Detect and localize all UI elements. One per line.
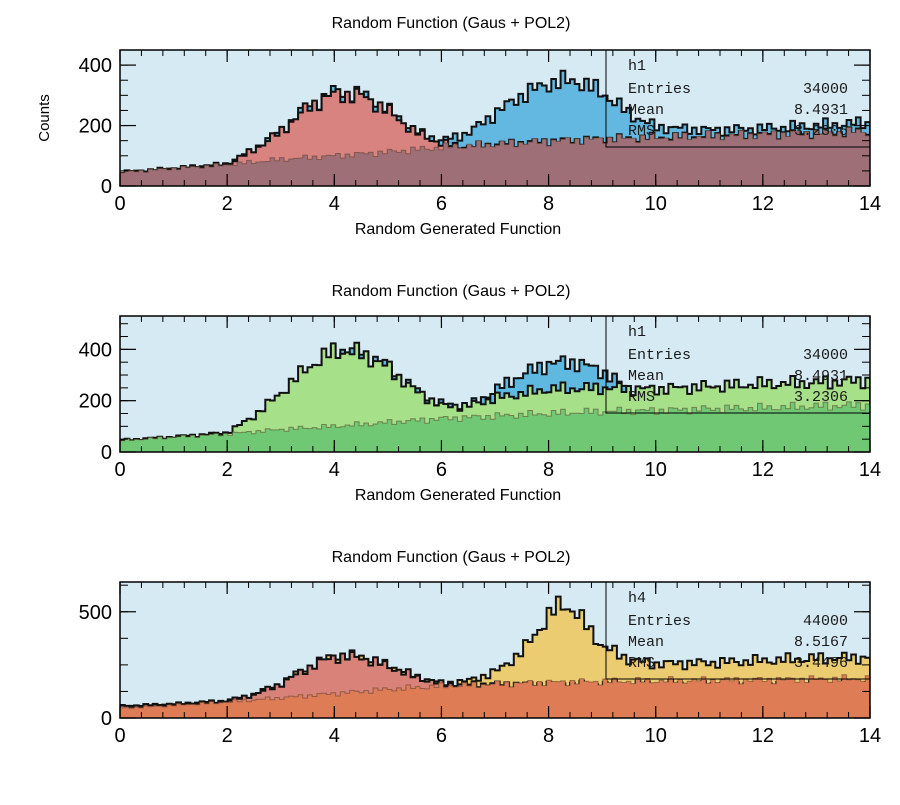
x-tick-label: 8 <box>543 725 554 747</box>
y-tick-label: 0 <box>101 442 112 464</box>
stats-row-value: 34000 <box>803 347 848 364</box>
x-axis-label: Random Generated Function <box>355 487 561 504</box>
x-tick-label: 4 <box>329 193 340 215</box>
x-tick-label: 10 <box>645 725 667 747</box>
histogram-area <box>120 595 870 718</box>
x-tick-label: 10 <box>645 459 667 481</box>
stats-row-label: RMS <box>628 123 655 140</box>
x-tick-label: 12 <box>752 725 774 747</box>
x-tick-label: 6 <box>436 725 447 747</box>
stats-row-value: 8.5167 <box>794 634 848 651</box>
x-tick-label: 0 <box>114 193 125 215</box>
stats-box-frame <box>605 581 871 680</box>
x-tick-label: 0 <box>114 459 125 481</box>
x-tick-label: 0 <box>114 725 125 747</box>
x-tick-label: 8 <box>543 193 554 215</box>
x-tick-label: 6 <box>436 193 447 215</box>
stats-row-label: Entries <box>628 81 691 98</box>
histogram-panel-1: 0 2 4 6 8 10 12 14 0 200 400 Random Function (Gaus … <box>36 15 881 238</box>
x-tick-label: 14 <box>859 725 881 747</box>
x-axis-label: Random Generated Function <box>355 221 561 238</box>
y-axis-label: Counts <box>36 94 53 142</box>
stats-row-value: 34000 <box>803 81 848 98</box>
x-tick-label: 8 <box>543 459 554 481</box>
stats-row-label: Mean <box>628 368 664 385</box>
stats-box: h1 Entries 34000 Mean 8.4931 RMS 3.2306 <box>605 315 871 414</box>
stats-histogram-name: h1 <box>628 58 646 75</box>
panel-title: Random Function (Gaus + POL2) <box>332 283 571 300</box>
x-tick-label: 2 <box>222 459 233 481</box>
stats-row-label: Entries <box>628 613 691 630</box>
stats-row-value: 3.4496 <box>794 655 848 672</box>
stats-histogram-name: h4 <box>628 590 646 607</box>
histogram-panel-2: 0 2 4 6 8 10 12 14 0 200 400 Random Function (Gaus … <box>79 283 882 504</box>
y-tick-label: 500 <box>79 602 112 624</box>
histogram-panel-3: 0 2 4 6 8 10 12 14 0 500 Random Function (Gaus + P… <box>79 549 882 747</box>
y-tick-label: 200 <box>79 391 112 413</box>
stats-row-value: 3.2306 <box>794 389 848 406</box>
histogram-area <box>120 69 870 186</box>
stats-row-label: Mean <box>628 102 664 119</box>
y-tick-label: 0 <box>101 176 112 198</box>
histogram-background-series <box>120 674 870 718</box>
x-tick-label: 10 <box>645 193 667 215</box>
y-tick-label: 0 <box>101 708 112 730</box>
panel-title: Random Function (Gaus + POL2) <box>332 15 571 32</box>
x-tick-label: 14 <box>859 459 881 481</box>
histogram-background-series <box>120 401 870 452</box>
y-tick-label: 400 <box>79 55 112 77</box>
stats-box-frame <box>605 49 871 148</box>
x-tick-label: 6 <box>436 459 447 481</box>
stats-row-value: 44000 <box>803 613 848 630</box>
x-tick-label: 12 <box>752 459 774 481</box>
panel-title: Random Function (Gaus + POL2) <box>332 549 571 566</box>
histogram-background-series <box>120 127 870 186</box>
stats-row-label: Entries <box>628 347 691 364</box>
x-tick-label: 12 <box>752 193 774 215</box>
stats-row-value: 8.4931 <box>794 102 848 119</box>
stats-box-frame <box>605 315 871 414</box>
x-tick-label: 4 <box>329 459 340 481</box>
y-tick-label: 400 <box>79 339 112 361</box>
y-tick-label: 200 <box>79 116 112 138</box>
stats-box: h4 Entries 44000 Mean 8.5167 RMS 3.4496 <box>605 581 871 680</box>
stats-row-label: RMS <box>628 655 655 672</box>
stats-row-value: 3.2306 <box>794 123 848 140</box>
stats-row-label: RMS <box>628 389 655 406</box>
x-tick-label: 2 <box>222 193 233 215</box>
x-tick-label: 14 <box>859 193 881 215</box>
stats-box: h1 Entries 34000 Mean 8.4931 RMS 3.2306 <box>605 49 871 148</box>
stats-row-value: 8.4931 <box>794 368 848 385</box>
stats-row-label: Mean <box>628 634 664 651</box>
x-tick-label: 2 <box>222 725 233 747</box>
stats-histogram-name: h1 <box>628 324 646 341</box>
histogram-area <box>120 341 870 452</box>
x-tick-label: 4 <box>329 725 340 747</box>
